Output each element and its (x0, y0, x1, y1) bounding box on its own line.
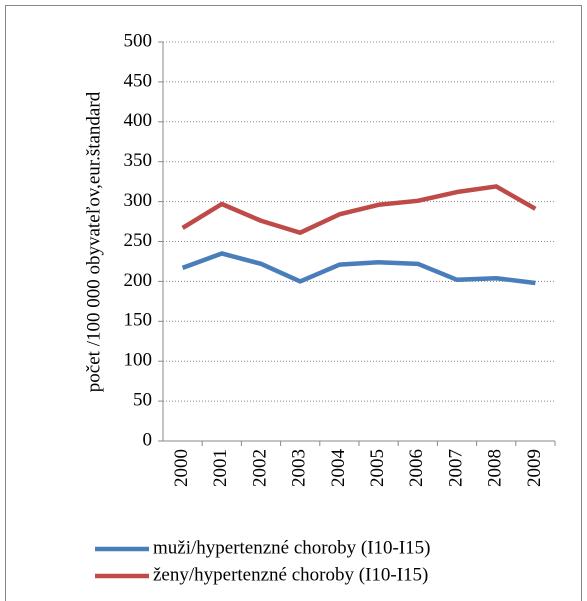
y-tick-label: 0 (143, 429, 153, 450)
chart-border (5, 5, 582, 601)
y-tick-label: 100 (124, 350, 153, 371)
x-tick-label: 2001 (210, 449, 231, 487)
y-axis-label: počet /100 000 obyvateľov,eur.štandard (83, 91, 104, 392)
series-line (181, 184, 537, 235)
y-tick-label: 450 (124, 70, 153, 91)
x-tick-label: 2005 (367, 449, 388, 487)
series-line (181, 251, 536, 286)
x-tick-label: 2004 (328, 449, 349, 488)
y-tick-label: 150 (124, 310, 153, 331)
y-tick-label: 500 (124, 30, 153, 51)
x-tick-label: 2009 (524, 449, 545, 487)
legend-label: muži/hypertenzné choroby (I10-I15) (153, 537, 431, 558)
legend-label: ženy/hypertenzné choroby (I10-I15) (153, 564, 428, 585)
y-tick-label: 400 (124, 110, 153, 131)
x-tick-label: 2008 (485, 449, 506, 487)
x-tick-label: 2003 (289, 449, 310, 487)
y-tick-label: 250 (124, 230, 153, 251)
x-tick-label: 2000 (171, 449, 192, 487)
y-tick-label: 50 (133, 389, 152, 410)
y-tick-label: 300 (124, 190, 153, 211)
x-tick-label: 2007 (445, 449, 466, 487)
x-tick-label: 2002 (249, 449, 270, 487)
x-tick-label: 2006 (406, 449, 427, 487)
y-tick-label: 350 (124, 150, 153, 171)
y-tick-label: 200 (124, 270, 153, 291)
